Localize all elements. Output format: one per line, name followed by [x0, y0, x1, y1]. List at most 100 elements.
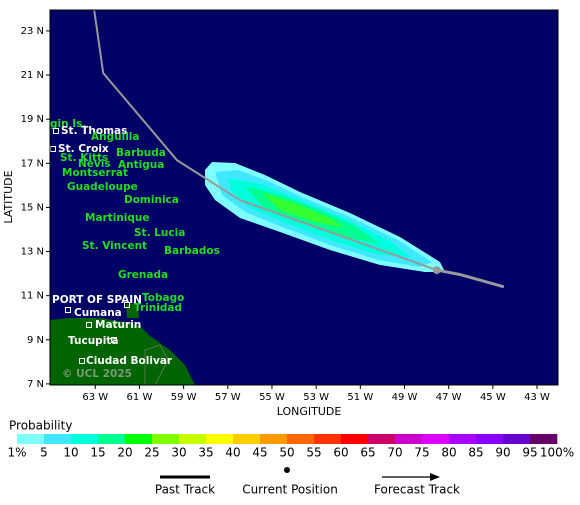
legend-label: 70: [387, 446, 402, 460]
place-label: St. Croix: [58, 143, 109, 155]
legend-label: 60: [333, 446, 348, 460]
legend-label: 90: [495, 446, 510, 460]
legend-title: Probability: [9, 419, 72, 433]
place-label: St. Thomas: [61, 125, 127, 137]
place-label: Tobago: [142, 292, 184, 304]
place-label: PORT OF SPAIN: [52, 294, 142, 306]
place-label: Barbuda: [116, 147, 166, 159]
x-tick-label: 51 W: [347, 392, 373, 403]
place-label: gin Is.: [50, 118, 86, 130]
place-label: Nevis: [78, 158, 111, 170]
place-label: Maturin: [95, 319, 141, 331]
city-marker: [86, 322, 92, 328]
city-marker: [79, 358, 85, 364]
forecast-track: [436, 268, 505, 289]
tracks: [93, 10, 505, 289]
y-tick-label: 9 N: [27, 335, 44, 346]
place-label: Trinidad: [134, 302, 182, 314]
color-swatch: [341, 434, 369, 444]
color-swatch: [125, 434, 153, 444]
legend-label: 15: [90, 446, 105, 460]
legend-label: 10: [63, 446, 78, 460]
arrowhead: [430, 473, 440, 481]
y-axis-title: LATITUDE: [2, 170, 15, 223]
current-position-sample: [284, 467, 290, 473]
copyright: © UCL 2025: [62, 368, 132, 380]
legend-label: 55: [306, 446, 321, 460]
color-swatch: [503, 434, 531, 444]
y-tick-label: 21 N: [21, 70, 44, 81]
y-tick-label: 7 N: [27, 379, 44, 390]
place-label: Barbados: [164, 245, 220, 257]
probability-swath: [205, 162, 445, 272]
place-label: Montserrat: [62, 167, 128, 179]
color-swatch: [17, 434, 45, 444]
city-marker: [111, 337, 117, 343]
place-label: St. Lucia: [134, 227, 185, 239]
legend-label: 80: [441, 446, 456, 460]
y-tick-label: 19 N: [21, 114, 44, 125]
color-swatch: [71, 434, 99, 444]
color-swatch: [368, 434, 396, 444]
legend-label: 35: [198, 446, 213, 460]
x-tick-label: 61 W: [127, 392, 153, 403]
color-swatch: [44, 434, 72, 444]
place-label: Tucupita: [68, 335, 118, 347]
place-label: Cumana: [74, 307, 122, 319]
color-swatch: [287, 434, 315, 444]
legend-item: Forecast Track: [374, 483, 460, 497]
color-swatch: [206, 434, 234, 444]
city-marker: [124, 302, 130, 308]
y-tick-label: 23 N: [21, 26, 44, 37]
legend-label: 50: [279, 446, 294, 460]
color-swatch: [98, 434, 126, 444]
color-swatch: [395, 434, 423, 444]
y-tick-label: 11 N: [21, 291, 44, 302]
legend-label: 25: [144, 446, 159, 460]
land: [144, 344, 169, 385]
legend-label: 95: [522, 446, 537, 460]
place-label: Anguilla: [91, 131, 139, 143]
legend-label: 30: [171, 446, 186, 460]
x-tick-label: 49 W: [392, 392, 418, 403]
place-label: Guadeloupe: [67, 181, 138, 193]
city-marker: [65, 307, 71, 313]
legend-label: 5: [40, 446, 48, 460]
place-label: St. Vincent: [82, 240, 147, 252]
y-tick-label: 15 N: [21, 202, 44, 213]
past-track: [93, 10, 438, 272]
x-tick-label: 43 W: [524, 392, 550, 403]
x-tick-label: 47 W: [436, 392, 462, 403]
place-label: Antigua: [118, 159, 164, 171]
legend-label: 75: [414, 446, 429, 460]
place-label: St. Kitts: [60, 152, 108, 164]
legend-label: 85: [468, 446, 483, 460]
legend-label: 40: [225, 446, 240, 460]
frame: [49, 9, 559, 386]
color-swatch: [314, 434, 342, 444]
x-tick-label: 63 W: [82, 392, 108, 403]
place-label: Ciudad Bolivar: [86, 355, 173, 367]
color-swatch: [152, 434, 180, 444]
x-tick-label: 57 W: [215, 392, 241, 403]
legend-label: 20: [117, 446, 132, 460]
color-swatch: [233, 434, 261, 444]
place-label: Martinique: [85, 212, 150, 224]
place-label: Grenada: [118, 269, 168, 281]
x-tick-label: 59 W: [171, 392, 197, 403]
legend-label: 45: [252, 446, 267, 460]
color-swatch: [449, 434, 477, 444]
legend-label: 65: [360, 446, 375, 460]
legend-label: 1%: [7, 446, 26, 460]
current-position: [432, 266, 441, 275]
x-tick-label: 55 W: [259, 392, 285, 403]
legend-item: Current Position: [242, 483, 338, 497]
y-tick-label: 13 N: [21, 247, 44, 258]
color-swatch: [422, 434, 450, 444]
x-tick-label: 45 W: [480, 392, 506, 403]
color-swatch: [179, 434, 207, 444]
y-tick-label: 17 N: [21, 158, 44, 169]
